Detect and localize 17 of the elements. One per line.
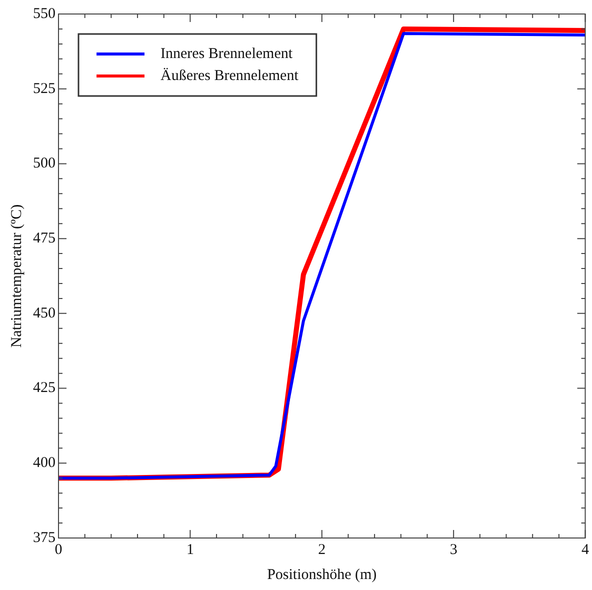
y-tick-label: 550 [33,6,56,22]
y-tick-label: 375 [33,530,56,546]
x-tick-label: 4 [582,542,590,558]
y-tick-label: 475 [33,230,56,247]
y-tick-label: 400 [33,455,56,472]
x-tick-label: 3 [450,542,458,558]
y-tick-label: 450 [33,305,56,322]
x-tick-label: 0 [54,542,62,558]
y-tick-label: 525 [33,80,56,97]
x-axis-title: Positionshöhe (m) [267,566,377,583]
x-tick-label: 2 [318,542,326,558]
legend-label: Äußeres Brennelement [160,66,300,84]
y-axis-title: Natriumtemperatur (ºC) [8,204,25,348]
legend-label: Inneres Brennelement [160,46,294,62]
y-tick-label: 425 [33,380,56,396]
x-tick-label: 1 [186,542,194,558]
y-tick-label: 500 [33,156,56,172]
